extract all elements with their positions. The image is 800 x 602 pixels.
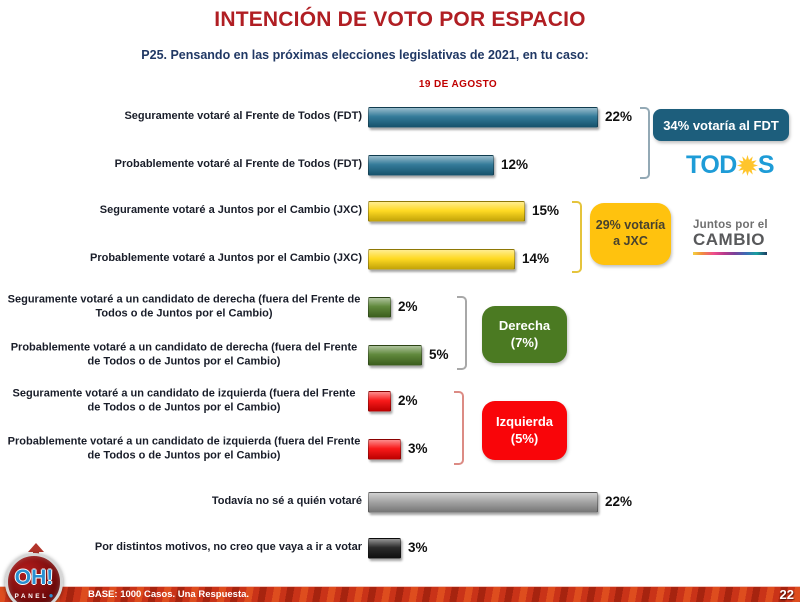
- sun-icon: [736, 154, 758, 177]
- page-title: INTENCIÓN DE VOTO POR ESPACIO: [214, 8, 586, 31]
- bar-value: 12%: [501, 157, 529, 172]
- chart-row: Seguramente votaré a Juntos por el Cambi…: [0, 201, 800, 222]
- bar-value: 2%: [398, 299, 418, 314]
- oh-panel-main-text: OH!: [14, 565, 54, 589]
- arrow-up-icon: [28, 543, 44, 552]
- footer-bar: [0, 586, 800, 602]
- date-label: 19 DE AGOSTO: [418, 79, 498, 90]
- bar: [368, 345, 422, 366]
- chart-row: Probablemente votaré a un candidato de d…: [0, 341, 800, 367]
- todos-logo: TOD S: [686, 151, 775, 180]
- bar-value: 15%: [532, 203, 560, 218]
- blue-dot-icon: ●: [48, 590, 54, 600]
- chart-row: Probablemente votaré a un candidato de i…: [0, 435, 800, 461]
- bar: [368, 201, 525, 222]
- chart-row: Todavía no sé a quién votaré 22%: [0, 492, 800, 513]
- bar-value: 5%: [429, 347, 449, 362]
- fdt-callout: 34% votaría al FDT: [653, 109, 789, 141]
- bar-label: Todavía no sé a quién votaré: [211, 495, 362, 508]
- chart-row: Por distintos motivos, no creo que vaya …: [0, 538, 800, 559]
- jxc-callout: 29% votaría a JXC: [590, 203, 671, 265]
- bar-label: Seguramente votaré a un candidato de der…: [7, 293, 361, 319]
- fdt-group-bracket: [640, 107, 650, 179]
- derecha-group-bracket: [457, 296, 467, 370]
- chart-row: Probablemente votaré a Juntos por el Cam…: [0, 249, 800, 270]
- jxc-logo-top-text: Juntos por el: [693, 219, 768, 231]
- jxc-logo: Juntos por el CAMBIO: [693, 219, 771, 255]
- bar: [368, 297, 391, 318]
- todos-logo-text-right: S: [757, 151, 775, 179]
- bar-label: Probablemente votaré a un candidato de i…: [7, 435, 361, 461]
- bar: [368, 391, 391, 412]
- chart-row: Probablemente votaré al Frente de Todos …: [0, 155, 800, 176]
- chart-row: Seguramente votaré a un candidato de der…: [0, 293, 800, 319]
- izquierda-group-bracket: [454, 391, 464, 465]
- bar: [368, 249, 515, 270]
- page-number: 22: [779, 587, 794, 602]
- bar-label: Seguramente votaré al Frente de Todos (F…: [124, 110, 362, 123]
- jxc-logo-bottom-text: CAMBIO: [693, 230, 765, 249]
- oh-panel-sub-text: PANEL●: [14, 590, 54, 600]
- izquierda-callout: Izquierda (5%): [482, 401, 567, 460]
- oh-panel-logo: OH! PANEL●: [2, 542, 70, 602]
- base-note: BASE: 1000 Casos. Una Respuesta.: [88, 589, 250, 600]
- bar-value: 3%: [408, 540, 428, 555]
- jxc-rainbow-stripe-icon: [693, 252, 767, 255]
- oh-panel-badge: OH! PANEL●: [5, 553, 63, 602]
- bar: [368, 439, 401, 460]
- bar-value: 22%: [605, 494, 633, 509]
- bar-label: Probablemente votaré a un candidato de d…: [10, 341, 358, 367]
- bar-label: Seguramente votaré a un candidato de izq…: [12, 387, 356, 413]
- bar-value: 2%: [398, 393, 418, 408]
- survey-question: P25. Pensando en las próximas elecciones…: [141, 48, 589, 62]
- bar: [368, 538, 401, 559]
- derecha-callout: Derecha (7%): [482, 306, 567, 363]
- bar-value: 3%: [408, 441, 428, 456]
- bar: [368, 107, 598, 128]
- chart-row: Seguramente votaré al Frente de Todos (F…: [0, 107, 800, 128]
- bar: [368, 155, 494, 176]
- bar-label: Probablemente votaré al Frente de Todos …: [114, 158, 362, 171]
- bar-label: Seguramente votaré a Juntos por el Cambi…: [99, 204, 362, 217]
- todos-logo-text-left: TOD: [686, 151, 737, 179]
- bar: [368, 492, 598, 513]
- bar-value: 22%: [605, 109, 633, 124]
- jxc-group-bracket: [572, 201, 582, 273]
- chart-row: Seguramente votaré a un candidato de izq…: [0, 387, 800, 413]
- bar-label: Probablemente votaré a Juntos por el Cam…: [89, 252, 362, 265]
- bar-label: Por distintos motivos, no creo que vaya …: [94, 541, 362, 554]
- bar-value: 14%: [522, 251, 550, 266]
